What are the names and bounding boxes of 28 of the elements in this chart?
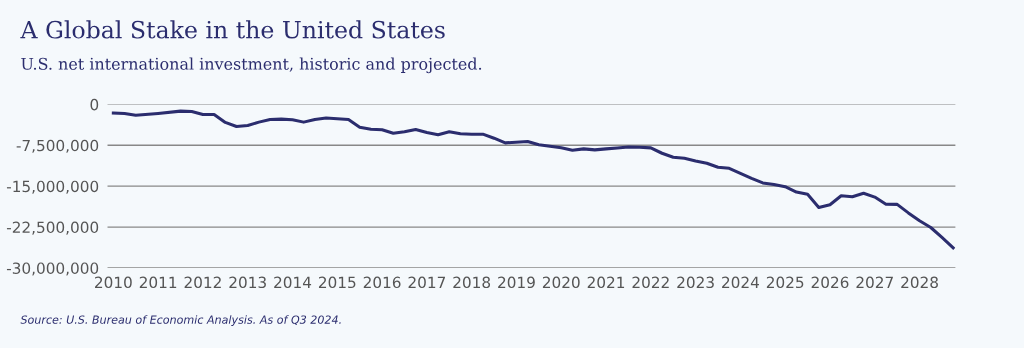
y-tick-label: -15,000,000 (6, 180, 99, 194)
x-tick-label: 2014 (274, 276, 312, 289)
x-tick-label: 2027 (856, 276, 893, 289)
x-tick-label: 2017 (408, 276, 446, 289)
y-tick-label: 0 (90, 98, 99, 111)
x-tick-label: 2023 (677, 276, 714, 289)
x-tick-label: 2028 (901, 276, 938, 289)
x-tick-label: 2024 (722, 276, 759, 289)
x-tick-label: 2011 (139, 276, 177, 289)
x-tick-label: 2010 (95, 276, 132, 289)
y-tick-label: -30,000,000 (6, 262, 99, 276)
x-tick-label: 2018 (453, 276, 491, 289)
source-note: Source: U.S. Bureau of Economic Analysis. As of Q3 2024. (20, 315, 341, 326)
x-tick-label: 2013 (229, 276, 266, 289)
x-tick-label: 2026 (811, 276, 849, 289)
x-tick-label: 2020 (542, 276, 580, 289)
x-tick-label: 2012 (184, 276, 221, 289)
y-tick-label: -7,500,000 (16, 139, 99, 153)
chart-title: A Global Stake in the United States (20, 20, 445, 39)
x-tick-label: 2022 (632, 276, 669, 289)
x-tick-label: 2019 (498, 276, 535, 289)
line-series (111, 109, 955, 250)
x-tick-label: 2016 (363, 276, 401, 289)
chart-subtitle: U.S. net international investment, historic and projected. (21, 57, 482, 74)
x-tick-label: 2015 (318, 276, 356, 289)
x-tick-label: 2021 (587, 276, 625, 289)
x-tick-label: 2025 (766, 276, 804, 289)
y-tick-label: -22,500,000 (6, 221, 99, 235)
